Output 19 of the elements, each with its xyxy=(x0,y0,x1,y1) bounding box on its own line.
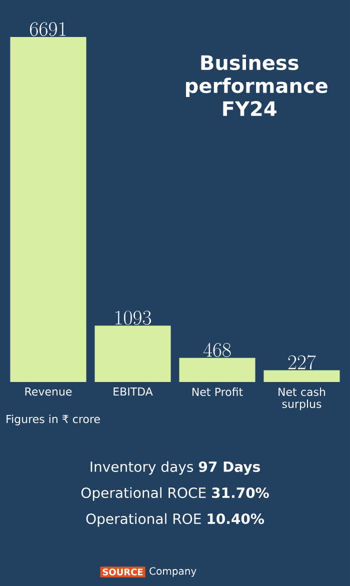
text: Inventory days 97 Days xyxy=(90,461,260,475)
x-tick-label: Net cash surplus xyxy=(278,388,326,410)
data-label: 1093 xyxy=(116,310,152,325)
bar xyxy=(264,370,340,382)
text: Operational ROCE 31.70% xyxy=(81,487,269,501)
text: Figures in ₹ crore xyxy=(6,414,100,426)
data-label: 6691 xyxy=(30,22,66,36)
data-label: 227 xyxy=(288,355,316,370)
data-label: 468 xyxy=(203,342,231,357)
text: Business performance FY24 xyxy=(186,54,328,116)
bar xyxy=(94,326,171,382)
bar xyxy=(179,358,256,382)
text: Operational ROE 10.40% xyxy=(86,513,264,527)
x-tick-label: Revenue xyxy=(25,388,72,396)
bar xyxy=(10,37,86,382)
text: Company xyxy=(150,567,196,577)
x-tick-label: EBITDA xyxy=(114,388,153,396)
text: SOURCE xyxy=(102,568,143,576)
x-tick-label: Net Profit xyxy=(192,388,243,396)
